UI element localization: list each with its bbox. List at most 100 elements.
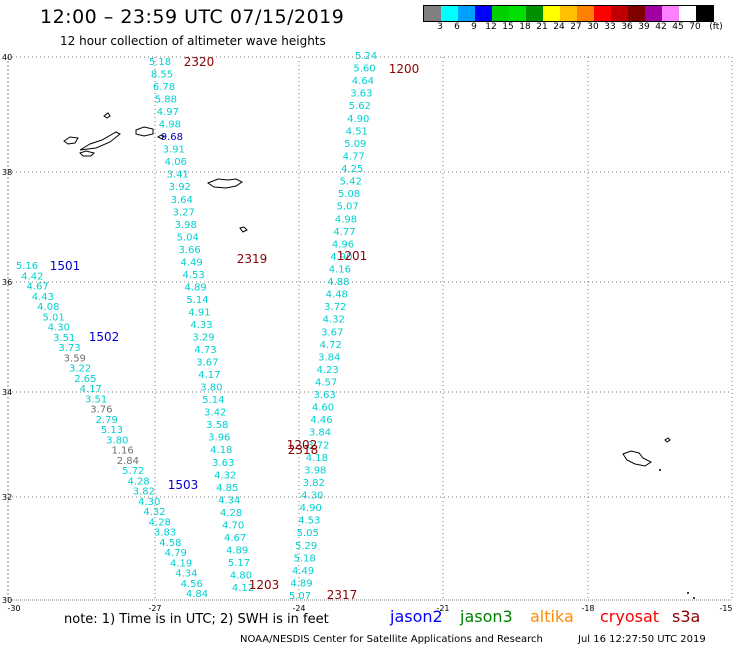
swh-value: 3.29 [192, 333, 214, 344]
legend-tick-label: 21 [536, 22, 548, 32]
generated-timestamp: Jul 16 12:27:50 UTC 2019 [578, 634, 706, 645]
swh-value: 4.84 [186, 589, 208, 600]
swh-value: 4.34 [218, 495, 240, 506]
island-outline [103, 112, 111, 119]
island-outline [79, 150, 95, 157]
swh-value: 3.51 [85, 394, 107, 405]
map-title: 12:00 – 23:59 UTC 07/15/2019 [40, 6, 345, 28]
legend-tick-label: 18 [519, 22, 531, 32]
swh-value: 5.07 [336, 202, 358, 213]
units-note: note: 1) Time is in UTC; 2) SWH is in fe… [64, 612, 329, 627]
latitude-label: 40 [2, 53, 12, 62]
swh-value: 4.77 [343, 152, 365, 163]
pass-time-label: 2319 [237, 252, 268, 266]
swh-value: 3.72 [324, 302, 346, 313]
swh-value: 3.27 [173, 207, 195, 218]
legend-tick-label: 6 [454, 22, 460, 32]
swh-value: 4.30 [138, 497, 160, 508]
latitude-label: 30 [2, 596, 12, 605]
island-outlines [63, 112, 695, 599]
swh-value: 9.68 [161, 132, 183, 143]
swh-value: 5.08 [338, 189, 360, 200]
legend-swatch [696, 6, 713, 21]
swh-value: 5.14 [202, 395, 224, 406]
swh-value: 5.16 [16, 261, 38, 272]
swh-value: 1.16 [111, 446, 133, 457]
swh-value: 4.89 [226, 545, 248, 556]
legend-swatch [526, 6, 543, 21]
pass-time-label: 2318 [288, 443, 319, 457]
legend-swatch [577, 6, 594, 21]
legend-swatch [424, 6, 441, 21]
swh-value: 4.18 [210, 445, 232, 456]
swh-value: 5.18 [293, 553, 315, 564]
credit-text: NOAA/NESDIS Center for Satellite Applica… [240, 634, 543, 645]
longitude-label: -30 [7, 604, 20, 613]
swh-value: 4.06 [165, 157, 187, 168]
pass-time-label: 1502 [89, 330, 120, 344]
swh-value: 3.76 [90, 405, 112, 416]
legend-swatch [594, 6, 611, 21]
swh-value: 4.60 [312, 403, 334, 414]
swh-value: 4.67 [26, 282, 48, 293]
legend-tick-label: 36 [621, 22, 633, 32]
swh-value: 4.57 [315, 378, 337, 389]
swh-value: 5.72 [122, 466, 144, 477]
longitude-label: -27 [148, 604, 161, 613]
swh-value: 2.79 [96, 415, 118, 426]
swh-value: 5.24 [355, 51, 377, 62]
latitude-label: 36 [2, 278, 12, 287]
pass-time-label: 1503 [168, 478, 199, 492]
legend-swatch [560, 6, 577, 21]
swh-value: 4.90 [347, 114, 369, 125]
swh-value: 4.64 [352, 76, 374, 87]
islet [659, 469, 661, 471]
swh-value: 4.23 [316, 365, 338, 376]
swh-value: 4.34 [175, 569, 197, 580]
pass-time-label: 2317 [327, 588, 358, 602]
pass-time-label: 1201 [337, 249, 368, 263]
islet [693, 597, 695, 599]
swh-value: 4.73 [194, 345, 216, 356]
swh-value: 4.90 [330, 252, 352, 263]
swh-value: 4.25 [341, 164, 363, 175]
swh-value: 3.72 [307, 440, 329, 451]
swh-value: 4.98 [159, 120, 181, 131]
legend-swatch [509, 6, 526, 21]
island-outline [79, 131, 121, 151]
swh-value: 3.59 [64, 353, 86, 364]
swh-value: 3.41 [167, 170, 189, 181]
island-outline [664, 437, 671, 443]
swh-value: 4.85 [216, 483, 238, 494]
swh-value: 4.48 [326, 290, 348, 301]
swh-value: 4.53 [182, 270, 204, 281]
island-outline [63, 136, 79, 145]
pass-time-label: 1501 [50, 259, 81, 273]
swh-value: 4.33 [190, 320, 212, 331]
swh-value: 3.98 [175, 220, 197, 231]
swh-value: 3.84 [309, 428, 331, 439]
legend-tick-label: 30 [587, 22, 599, 32]
swh-value: 3.67 [321, 327, 343, 338]
swh-value: 5.04 [177, 232, 199, 243]
island-outline [622, 450, 652, 467]
swh-value: 3.82 [133, 487, 155, 498]
swh-value: 4.70 [222, 520, 244, 531]
legend-swatch [628, 6, 645, 21]
swh-value: 4.58 [159, 538, 181, 549]
swh-value: 4.32 [143, 507, 165, 518]
swh-value: 5.62 [349, 101, 371, 112]
swh-track-values: 5.188.556.785.884.974.989.683.914.063.41… [16, 51, 377, 602]
legend-tick-label: 12 [485, 22, 497, 32]
swh-value: 5.17 [228, 558, 250, 569]
legend-swatch [543, 6, 560, 21]
swh-value: 3.22 [69, 364, 91, 375]
legend-tick-label: 3 [437, 22, 443, 32]
swh-value: 4.89 [184, 282, 206, 293]
satellite-label-s3a: s3a [672, 607, 701, 626]
swh-value: 4.49 [180, 257, 202, 268]
legend-swatch [662, 6, 679, 21]
swh-value: 3.67 [196, 358, 218, 369]
